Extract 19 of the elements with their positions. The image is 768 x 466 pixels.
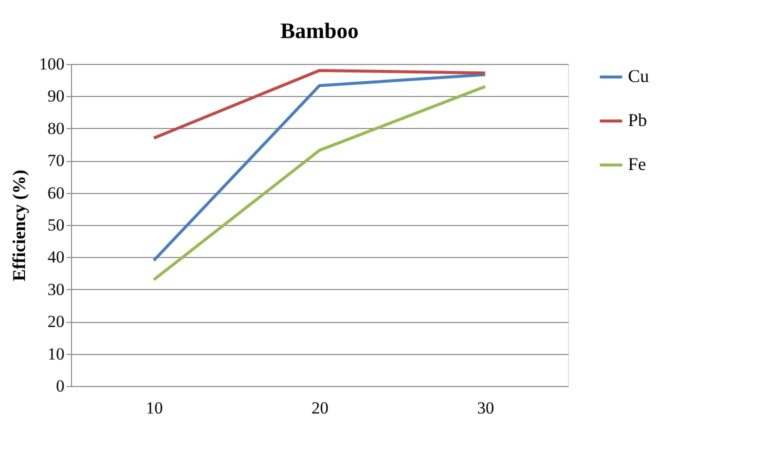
y-tick-label: 70 <box>48 151 64 170</box>
x-tick-label: 30 <box>477 398 494 418</box>
y-axis-title: Efficiency (%) <box>9 170 29 282</box>
y-tick-label: 90 <box>48 86 64 106</box>
y-tick-label: 100 <box>39 54 64 74</box>
legend-label: Cu <box>628 66 650 86</box>
y-tick-label: 40 <box>48 248 64 267</box>
y-tick-label: 30 <box>48 280 64 299</box>
x-tick-label: 20 <box>312 398 328 418</box>
y-tick-label: 60 <box>48 183 64 202</box>
legend-label: Pb <box>628 110 648 130</box>
chart-title: Bamboo <box>280 18 359 43</box>
y-tick-label: 0 <box>56 376 64 396</box>
x-tick-label: 10 <box>146 398 163 418</box>
y-tick-label: 50 <box>48 216 64 234</box>
y-tick-label: 10 <box>48 344 64 364</box>
legend-label: Fe <box>628 154 646 174</box>
y-tick-label: 80 <box>48 118 64 138</box>
y-tick-label: 20 <box>48 312 64 332</box>
